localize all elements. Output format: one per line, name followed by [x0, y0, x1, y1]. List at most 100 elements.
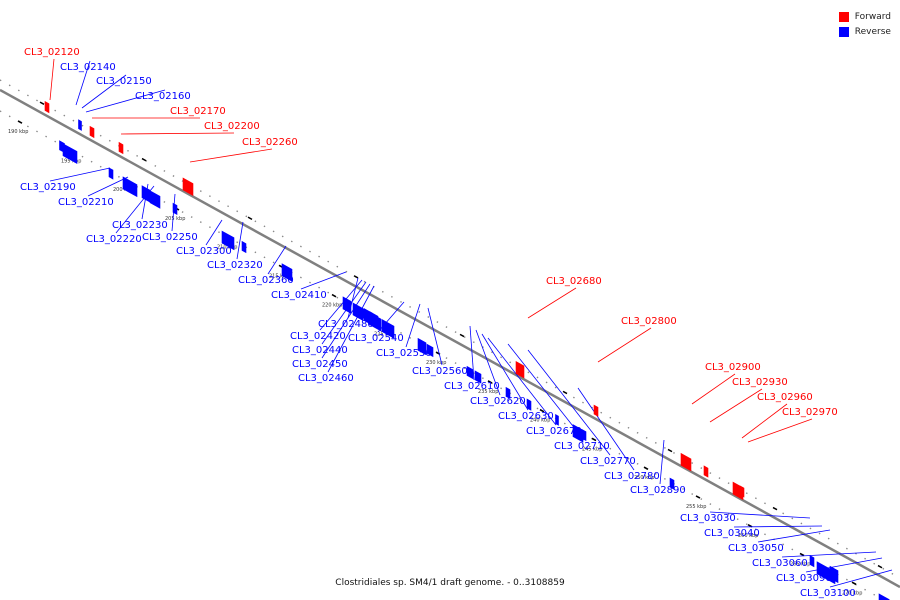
gene-feature-cl3_02930 [703, 465, 709, 478]
leader-line [475, 329, 501, 396]
kbp-label: 195 kbp [61, 158, 81, 164]
gene-label-cl3_02220: CL3_02220 [86, 234, 142, 245]
legend: Forward Reverse [838, 9, 891, 39]
gene-label-cl3_03040: CL3_03040 [704, 528, 760, 539]
gene-label-cl3_02420: CL3_02420 [290, 331, 346, 342]
gene-feature-cl3_02630 [505, 386, 511, 400]
forward-track-tick [353, 275, 359, 279]
gene-label-cl3_02680: CL3_02680 [546, 276, 602, 287]
gene-label-cl3_02770: CL3_02770 [580, 456, 636, 467]
leader-line [321, 281, 367, 345]
gene-label-cl3_02150: CL3_02150 [96, 76, 152, 87]
leader-line [691, 373, 736, 405]
gene-feature-cl3_02670 [526, 398, 532, 411]
gene-feature-cl3_02480 [352, 302, 364, 322]
gene-label-cl3_02970: CL3_02970 [782, 407, 838, 418]
leader-line [747, 418, 813, 443]
gene-label-cl3_02620: CL3_02620 [470, 396, 526, 407]
kbp-tick-mark [331, 293, 337, 298]
leader-line [597, 327, 652, 363]
gene-label-cl3_03060: CL3_03060 [752, 558, 808, 569]
gene-feature-cl3_02780 [581, 428, 587, 442]
gene-feature-cl3_02120 [44, 100, 50, 114]
leader-line [267, 245, 287, 275]
leader-line [709, 388, 763, 423]
kbp-label: 225 kbp [374, 331, 394, 337]
kbp-label: 210 kbp [217, 245, 237, 251]
gene-label-cl3_02630: CL3_02630 [498, 411, 554, 422]
leader-line [487, 337, 557, 426]
gene-feature-cl3_02970 [739, 485, 745, 498]
gene-label-cl3_02170: CL3_02170 [170, 106, 226, 117]
forward-swatch [838, 11, 849, 22]
gene-feature-cl3_02610 [466, 365, 474, 380]
gene-label-cl3_02480: CL3_02480 [318, 319, 374, 330]
leader-line [49, 58, 55, 101]
leader-line [527, 287, 577, 319]
forward-track-tick [141, 157, 147, 162]
leader-line [507, 343, 585, 441]
gene-label-cl3_02200: CL3_02200 [204, 121, 260, 132]
leader-line [319, 279, 363, 331]
backbone-line [0, 88, 900, 589]
gene-feature-cl3_02320 [241, 240, 247, 254]
gene-label-cl3_02550: CL3_02550 [376, 348, 432, 359]
kbp-label: 250 kbp [634, 475, 654, 481]
gene-label-cl3_02450: CL3_02450 [292, 359, 348, 370]
gene-feature-cl3_02770 [572, 424, 584, 443]
gene-label-cl3_02460: CL3_02460 [298, 373, 354, 384]
gene-feature-cl3_02410 [342, 296, 352, 314]
gene-feature-cl3_02220 [149, 190, 161, 209]
gene-label-cl3_02610: CL3_02610 [444, 381, 500, 392]
leader-line [781, 551, 877, 558]
gene-label-cl3_02140: CL3_02140 [60, 62, 116, 73]
gene-label-cl3_02260: CL3_02260 [242, 137, 298, 148]
leader-line [205, 219, 223, 246]
leader-line [321, 283, 371, 359]
gene-label-cl3_03030: CL3_03030 [680, 513, 736, 524]
leader-line [757, 529, 831, 543]
kbp-tick-mark [695, 495, 701, 499]
kbp-tick-mark [539, 408, 545, 413]
gene-label-cl3_02250: CL3_02250 [142, 232, 198, 243]
legend-forward-label: Forward [854, 11, 891, 22]
gene-label-cl3_03050: CL3_03050 [728, 543, 784, 554]
gene-label-cl3_02540: CL3_02540 [348, 333, 404, 344]
kbp-label: 205 kbp [165, 216, 185, 222]
gene-feature-cl3_02190 [108, 167, 114, 180]
kbp-label: 255 kbp [686, 504, 706, 510]
leader-line [327, 285, 375, 373]
kbp-label: 245 kbp [582, 446, 602, 452]
kbp-tick-mark [643, 466, 649, 471]
gene-feature-cl3_02680 [515, 361, 525, 379]
kbp-tick-mark [487, 380, 493, 384]
gene-feature-cl3_02800 [593, 404, 599, 417]
gene-label-cl3_02210: CL3_02210 [58, 197, 114, 208]
gene-label-cl3_02160: CL3_02160 [135, 91, 191, 102]
leader-line [481, 333, 529, 411]
gene-label-cl3_02800: CL3_02800 [621, 316, 677, 327]
leader-line [85, 89, 166, 113]
gene-label-cl3_02320: CL3_02320 [207, 260, 263, 271]
gene-label-cl3_02440: CL3_02440 [292, 345, 348, 356]
forward-track-tick [247, 216, 253, 221]
gene-label-cl3_02190: CL3_02190 [20, 182, 76, 193]
kbp-label: 220 kbp [322, 303, 342, 309]
gene-feature-cl3_02300 [221, 230, 235, 251]
kbp-label: 215 kbp [269, 273, 289, 279]
gene-feature-cl3_03060 [878, 593, 890, 600]
legend-reverse-label: Reverse [854, 26, 891, 37]
gene-feature-cl3_03050 [829, 565, 839, 584]
gene-label-cl3_02670: CL3_02670 [526, 426, 582, 437]
kbp-ticks: 190 kbp 195 kbp 200 kbp 205 kbp 210 kbp 215 k… [8, 120, 862, 596]
reverse-swatch [838, 26, 849, 37]
forward-track-tick [772, 506, 778, 511]
gene-label-cl3_02300: CL3_02300 [176, 246, 232, 257]
leader-line [577, 387, 635, 471]
gene-label-cl3_02560: CL3_02560 [412, 366, 468, 377]
leader-line [49, 167, 111, 182]
gene-feature-cl3_02460 [369, 311, 379, 329]
kbp-label: 260 kbp [738, 533, 758, 539]
gene-label-cl3_02780: CL3_02780 [604, 471, 660, 482]
